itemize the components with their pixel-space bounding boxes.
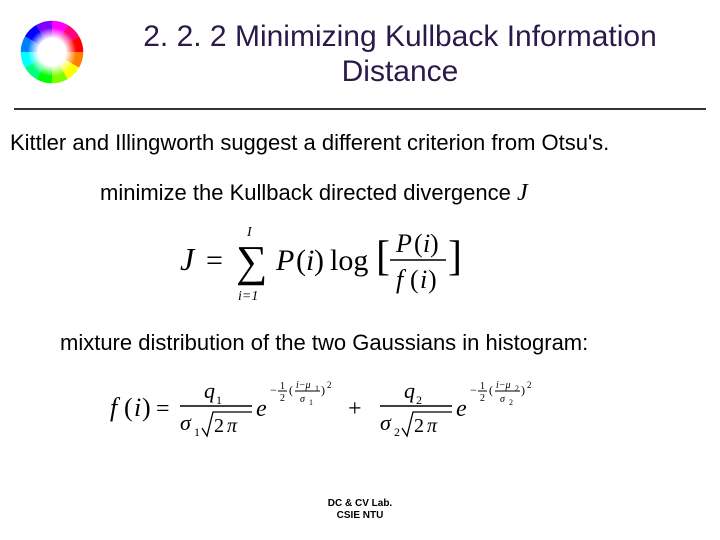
svg-text:e: e (456, 396, 467, 422)
svg-text:i−μ: i−μ (496, 380, 511, 391)
title-divider (14, 108, 706, 110)
svg-text:2: 2 (214, 415, 224, 437)
svg-text:1: 1 (280, 381, 285, 392)
svg-text:+: + (348, 396, 362, 422)
svg-text:): ) (314, 244, 324, 277)
equation-kullback: J = ∑ i=1 I P ( i ) log [ P ( i ) f ( i … (180, 218, 540, 304)
svg-text:): ) (521, 383, 525, 397)
svg-text:1: 1 (315, 384, 319, 393)
svg-text:1: 1 (194, 425, 200, 439)
svg-text:σ: σ (380, 410, 392, 435)
svg-text:2: 2 (327, 380, 332, 390)
svg-text:2: 2 (280, 393, 285, 404)
body-line-2-text: minimize the Kullback directed divergenc… (100, 180, 517, 205)
svg-text:]: ] (448, 234, 462, 280)
svg-text:2: 2 (515, 384, 519, 393)
color-wheel-logo (18, 18, 86, 86)
svg-text:log: log (330, 244, 368, 277)
footer-line-2: CSIE NTU (337, 510, 384, 521)
svg-text:): ) (142, 393, 151, 422)
svg-text:−: − (270, 383, 277, 397)
slide: 2. 2. 2 Minimizing Kullback Information … (0, 0, 720, 540)
j-symbol: J (517, 180, 528, 206)
svg-text:q: q (404, 378, 415, 403)
footer: DC & CV Lab. CSIE NTU (0, 498, 720, 522)
svg-text:−: − (470, 383, 477, 397)
svg-text:π: π (227, 415, 238, 437)
svg-text:): ) (430, 229, 439, 258)
body-line-3: mixture distribution of the two Gaussian… (60, 330, 680, 356)
svg-text:π: π (427, 415, 438, 437)
svg-text:σ: σ (300, 394, 306, 405)
svg-text:1: 1 (480, 381, 485, 392)
svg-text:2: 2 (480, 393, 485, 404)
svg-text:(: ( (289, 383, 293, 397)
svg-text:): ) (428, 265, 437, 294)
svg-text:=: = (156, 396, 170, 422)
svg-text:P: P (275, 244, 294, 277)
svg-text:(: ( (296, 244, 306, 277)
svg-text:σ: σ (180, 410, 192, 435)
svg-text:2: 2 (414, 415, 424, 437)
svg-text:∑: ∑ (236, 237, 267, 286)
svg-text:J: J (180, 241, 196, 277)
svg-text:q: q (204, 378, 215, 403)
svg-text:[: [ (376, 234, 390, 280)
svg-text:2: 2 (509, 398, 513, 407)
svg-text:σ: σ (500, 394, 506, 405)
body-line-2: minimize the Kullback directed divergenc… (100, 180, 660, 207)
svg-text:e: e (256, 396, 267, 422)
svg-text:(: ( (124, 393, 133, 422)
slide-title: 2. 2. 2 Minimizing Kullback Information … (120, 20, 680, 89)
svg-text:): ) (321, 383, 325, 397)
svg-text:P: P (395, 229, 412, 258)
svg-text:i: i (134, 393, 141, 422)
footer-line-1: DC & CV Lab. (328, 498, 392, 509)
svg-text:i−μ: i−μ (296, 380, 311, 391)
svg-text:f: f (110, 393, 121, 422)
svg-text:i=1: i=1 (238, 289, 258, 304)
svg-text:(: ( (489, 383, 493, 397)
svg-text:2: 2 (394, 425, 400, 439)
svg-text:1: 1 (216, 393, 222, 407)
svg-text:2: 2 (416, 393, 422, 407)
svg-text:=: = (206, 244, 223, 277)
svg-text:2: 2 (527, 380, 532, 390)
svg-text:i: i (420, 265, 427, 294)
svg-text:(: ( (410, 265, 419, 294)
svg-text:f: f (396, 265, 407, 294)
equation-mixture: f ( i ) = q 1 σ 1 2 π e − 1 2 (110, 370, 610, 450)
svg-text:1: 1 (309, 398, 313, 407)
body-line-1: Kittler and Illingworth suggest a differ… (10, 130, 710, 156)
svg-text:(: ( (414, 229, 423, 258)
